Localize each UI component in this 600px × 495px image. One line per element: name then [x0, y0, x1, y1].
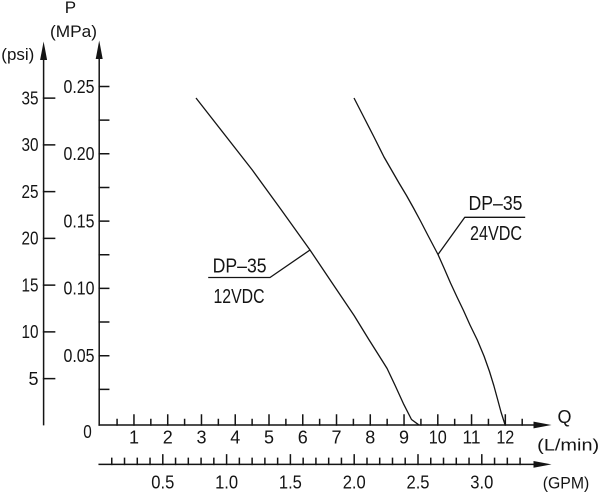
svg-text:1.0: 1.0 [215, 473, 238, 493]
svg-text:35: 35 [22, 88, 39, 108]
svg-text:7: 7 [332, 427, 342, 447]
svg-text:0.20: 0.20 [64, 144, 95, 164]
svg-text:2.0: 2.0 [343, 473, 366, 493]
svg-text:3.0: 3.0 [470, 473, 493, 493]
svg-text:11: 11 [463, 427, 481, 447]
svg-text:3: 3 [196, 427, 206, 447]
svg-text:9: 9 [399, 427, 409, 447]
svg-text:12: 12 [496, 427, 514, 447]
svg-text:0: 0 [83, 422, 92, 442]
svg-text:P: P [65, 0, 76, 17]
svg-text:10: 10 [22, 322, 39, 342]
svg-text:DP–35: DP–35 [469, 193, 523, 215]
svg-text:25: 25 [22, 182, 39, 202]
svg-text:0.15: 0.15 [64, 211, 95, 231]
svg-text:5: 5 [264, 427, 274, 447]
svg-text:2.5: 2.5 [407, 473, 430, 493]
svg-text:(psi): (psi) [1, 45, 34, 64]
svg-text:15: 15 [22, 275, 39, 295]
svg-text:0.25: 0.25 [64, 77, 95, 97]
svg-text:10: 10 [429, 427, 447, 447]
svg-text:8: 8 [365, 427, 375, 447]
svg-text:12VDC: 12VDC [214, 286, 265, 308]
svg-text:0.5: 0.5 [151, 473, 174, 493]
svg-text:Q: Q [557, 407, 571, 427]
svg-text:4: 4 [230, 427, 240, 447]
svg-text:30: 30 [22, 135, 39, 155]
svg-text:DP–35: DP–35 [213, 256, 267, 278]
svg-text:6: 6 [298, 427, 308, 447]
svg-text:1: 1 [129, 427, 139, 447]
svg-text:24VDC: 24VDC [470, 223, 522, 245]
svg-text:1.5: 1.5 [279, 473, 302, 493]
svg-text:(L/min): (L/min) [537, 436, 599, 455]
svg-text:(GPM): (GPM) [543, 474, 590, 493]
svg-text:(MPa): (MPa) [50, 22, 97, 41]
svg-text:20: 20 [22, 229, 39, 249]
svg-text:2: 2 [163, 427, 173, 447]
svg-text:0.05: 0.05 [64, 346, 95, 366]
svg-text:5: 5 [29, 369, 39, 389]
svg-text:0.10: 0.10 [64, 279, 95, 299]
